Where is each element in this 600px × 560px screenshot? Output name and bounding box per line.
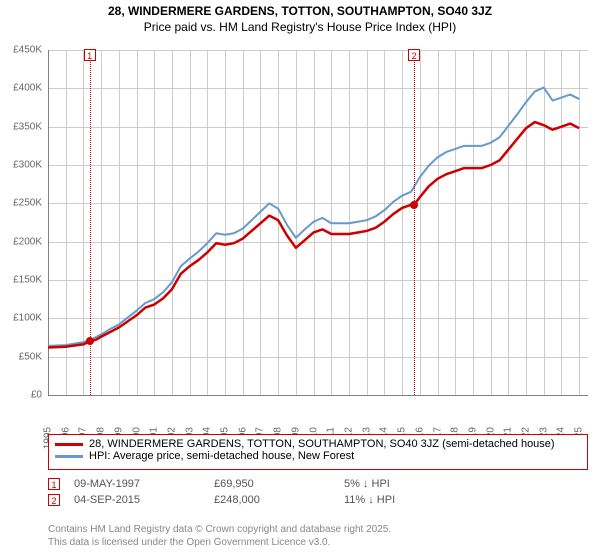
legend-swatch — [55, 455, 83, 458]
legend-swatch — [55, 443, 83, 446]
transaction-row: 2 04-SEP-2015£248,00011% ↓ HPI — [48, 494, 464, 506]
transaction-dot — [410, 201, 418, 209]
y-axis-label: £200K — [0, 236, 42, 247]
y-axis-label: £300K — [0, 160, 42, 171]
footer-line1: Contains HM Land Registry data © Crown c… — [48, 524, 391, 535]
transaction-delta: 5% ↓ HPI — [344, 478, 464, 490]
transaction-marker: 2 — [408, 49, 420, 61]
legend-label: HPI: Average price, semi-detached house,… — [89, 450, 354, 462]
transaction-marker: 1 — [84, 49, 96, 61]
chart-title-line1: 28, WINDERMERE GARDENS, TOTTON, SOUTHAMP… — [0, 4, 600, 18]
y-axis-label: £150K — [0, 275, 42, 286]
chart-title-line2: Price paid vs. HM Land Registry's House … — [0, 20, 600, 34]
legend-label: 28, WINDERMERE GARDENS, TOTTON, SOUTHAMP… — [89, 438, 555, 450]
transaction-delta: 11% ↓ HPI — [344, 494, 464, 506]
y-axis-label: £450K — [0, 45, 42, 56]
legend: 28, WINDERMERE GARDENS, TOTTON, SOUTHAMP… — [48, 434, 588, 470]
y-axis-label: £400K — [0, 83, 42, 94]
transaction-dot — [86, 337, 94, 345]
transaction-vline — [414, 50, 415, 395]
series-property — [48, 122, 579, 347]
legend-row: HPI: Average price, semi-detached house,… — [55, 450, 581, 462]
transaction-row-marker: 1 — [48, 478, 60, 490]
legend-row: 28, WINDERMERE GARDENS, TOTTON, SOUTHAMP… — [55, 438, 581, 450]
footer-line2: This data is licensed under the Open Gov… — [48, 537, 330, 548]
y-axis-label: £350K — [0, 121, 42, 132]
y-axis-label: £250K — [0, 198, 42, 209]
transaction-date: 09-MAY-1997 — [74, 478, 214, 490]
transaction-row-marker: 2 — [48, 494, 60, 506]
transaction-price: £248,000 — [214, 494, 344, 506]
transaction-date: 04-SEP-2015 — [74, 494, 214, 506]
transaction-price: £69,950 — [214, 478, 344, 490]
series-hpi — [48, 88, 579, 346]
chart-plot-area — [48, 50, 588, 395]
y-axis-label: £0 — [0, 390, 42, 401]
y-axis-label: £50K — [0, 351, 42, 362]
transaction-row: 1 09-MAY-1997£69,9505% ↓ HPI — [48, 478, 464, 490]
gridline-h — [48, 395, 588, 396]
chart-svg — [48, 50, 588, 395]
y-axis-label: £100K — [0, 313, 42, 324]
transactions-table: 1 09-MAY-1997£69,9505% ↓ HPI 2 04-SEP-2015£… — [48, 478, 464, 510]
